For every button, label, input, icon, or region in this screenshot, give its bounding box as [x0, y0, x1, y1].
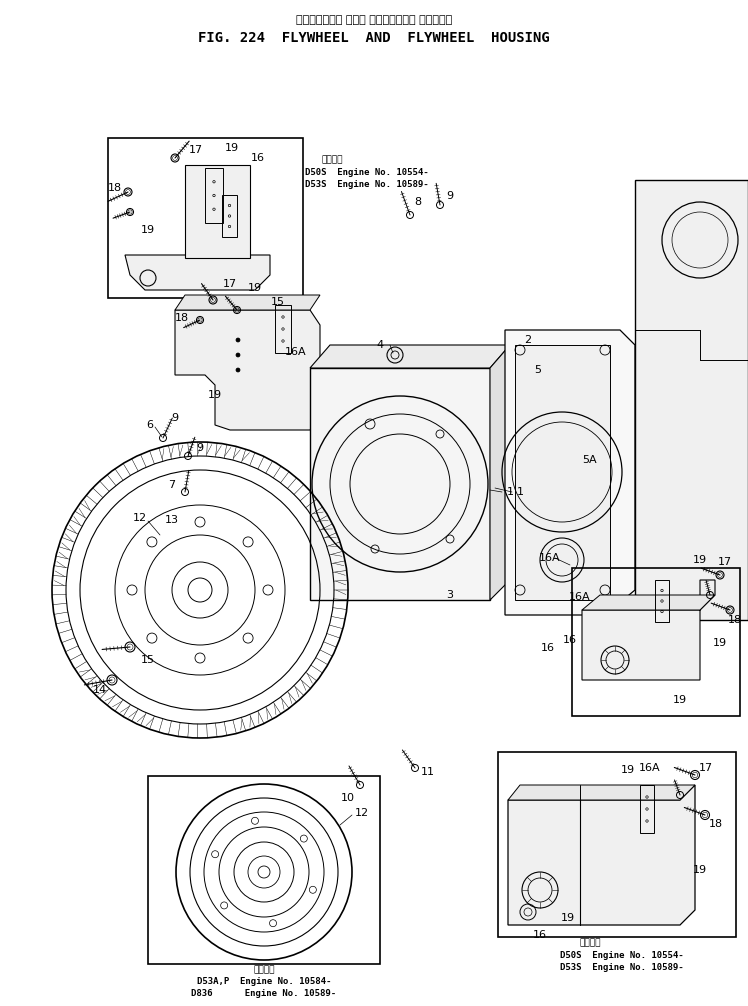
Text: 18: 18	[709, 819, 723, 829]
Text: 適用機種: 適用機種	[254, 966, 275, 975]
Bar	[275, 305, 291, 353]
Text: 19: 19	[693, 555, 707, 565]
Polygon shape	[310, 368, 490, 600]
Text: 18: 18	[728, 615, 742, 625]
Text: 6: 6	[147, 420, 153, 430]
Bar	[655, 580, 669, 622]
Text: 16A: 16A	[569, 592, 591, 602]
Text: 13: 13	[165, 515, 179, 525]
Bar	[640, 785, 654, 833]
Bar	[148, 776, 380, 964]
Polygon shape	[582, 595, 715, 610]
Text: 8: 8	[414, 197, 422, 207]
Polygon shape	[185, 165, 250, 258]
Text: 19: 19	[561, 913, 575, 923]
Text: 16A: 16A	[285, 347, 307, 357]
Text: 19: 19	[673, 695, 687, 705]
Text: 16: 16	[533, 930, 547, 940]
Text: D50S  Engine No. 10554-: D50S Engine No. 10554-	[305, 168, 429, 176]
Text: FIG. 224  FLYWHEEL  AND  FLYWHEEL  HOUSING: FIG. 224 FLYWHEEL AND FLYWHEEL HOUSING	[198, 31, 550, 45]
Polygon shape	[125, 255, 270, 290]
Polygon shape	[175, 310, 320, 430]
Polygon shape	[515, 345, 610, 600]
Polygon shape	[582, 580, 715, 680]
Polygon shape	[635, 180, 748, 620]
Text: 9: 9	[171, 413, 179, 423]
Text: 16A: 16A	[539, 553, 561, 563]
Circle shape	[236, 368, 240, 372]
Text: 7: 7	[168, 480, 176, 490]
Text: 18: 18	[108, 183, 122, 193]
Text: 16: 16	[563, 635, 577, 645]
Text: 11: 11	[421, 767, 435, 777]
Text: 14: 14	[93, 685, 107, 695]
Text: 1: 1	[506, 487, 513, 497]
Text: 16: 16	[251, 153, 265, 163]
Text: 9: 9	[447, 191, 453, 201]
Text: 19: 19	[208, 390, 222, 400]
Text: D53S  Engine No. 10589-: D53S Engine No. 10589-	[305, 179, 429, 188]
Bar	[572, 568, 740, 716]
Circle shape	[236, 353, 240, 357]
Polygon shape	[490, 345, 510, 600]
Polygon shape	[508, 785, 695, 800]
Polygon shape	[310, 345, 510, 368]
Text: D836      Engine No. 10589-: D836 Engine No. 10589-	[191, 990, 337, 999]
Text: D53A,P  Engine No. 10584-: D53A,P Engine No. 10584-	[197, 978, 331, 987]
Text: 19: 19	[141, 225, 155, 235]
Text: 18: 18	[175, 313, 189, 323]
Text: 16: 16	[541, 643, 555, 653]
Text: 2: 2	[524, 335, 532, 345]
Polygon shape	[508, 785, 695, 925]
Text: D53S  Engine No. 10589-: D53S Engine No. 10589-	[560, 963, 684, 972]
Text: 5: 5	[535, 365, 542, 375]
Text: 1: 1	[517, 487, 524, 497]
Text: 19: 19	[621, 765, 635, 775]
Polygon shape	[505, 330, 635, 615]
Text: 3: 3	[447, 590, 453, 600]
Bar	[205, 168, 223, 223]
Text: フライホイール および フライホイール ハウジング: フライホイール および フライホイール ハウジング	[296, 15, 452, 25]
Text: 15: 15	[271, 297, 285, 307]
Text: 4: 4	[376, 340, 384, 350]
Text: 19: 19	[225, 143, 239, 153]
Text: 17: 17	[718, 557, 732, 567]
Text: 15: 15	[141, 655, 155, 665]
Bar	[222, 195, 237, 237]
Text: 17: 17	[223, 279, 237, 289]
Text: 16A: 16A	[640, 763, 660, 773]
Bar	[498, 752, 736, 937]
Bar	[108, 138, 303, 298]
Polygon shape	[175, 295, 320, 310]
Text: 9: 9	[197, 443, 203, 453]
Text: 適用機種: 適用機種	[580, 939, 601, 948]
Text: 適用機種: 適用機種	[322, 156, 343, 165]
Text: 19: 19	[713, 638, 727, 648]
Text: 5A: 5A	[583, 455, 598, 465]
Circle shape	[236, 338, 240, 342]
Text: 17: 17	[699, 763, 713, 773]
Text: 17: 17	[189, 145, 203, 155]
Text: 19: 19	[693, 865, 707, 875]
Text: 12: 12	[355, 808, 369, 818]
Text: 12: 12	[133, 513, 147, 523]
Text: 19: 19	[248, 283, 262, 293]
Text: D50S  Engine No. 10554-: D50S Engine No. 10554-	[560, 951, 684, 960]
Text: 10: 10	[341, 793, 355, 803]
